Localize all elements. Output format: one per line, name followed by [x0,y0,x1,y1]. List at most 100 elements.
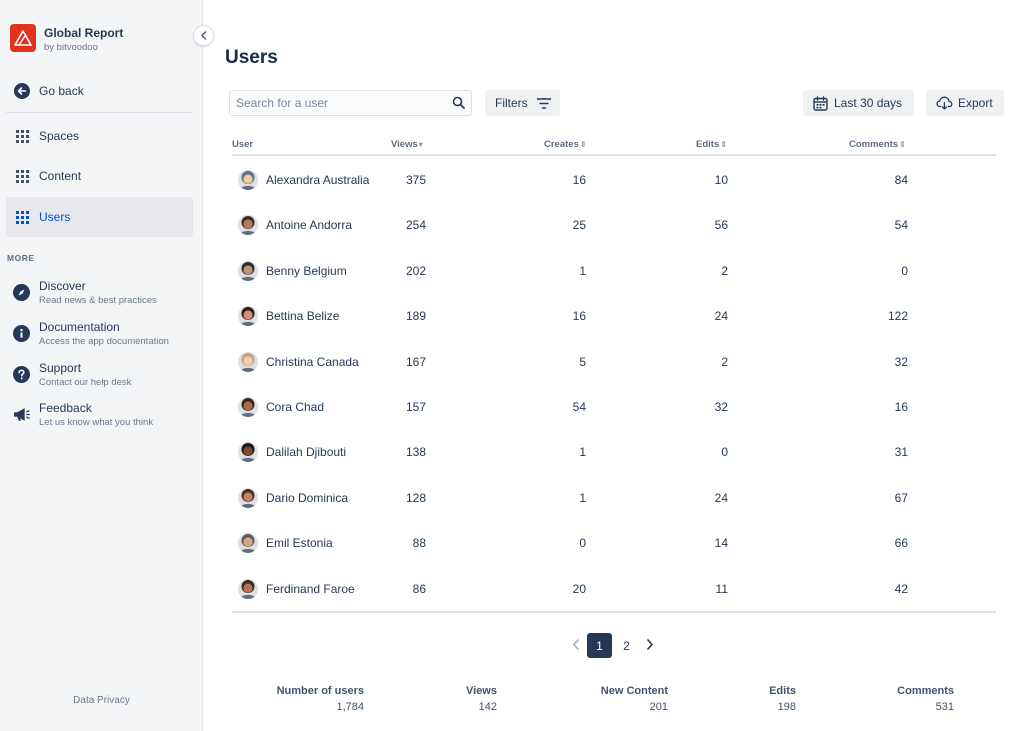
table-row[interactable]: Dalilah Djibouti 138 1 0 31 [232,429,996,474]
sidebar-item-documentation[interactable]: Documentation Access the app documentati… [12,320,169,347]
edits-cell: 14 [714,536,728,551]
user-name[interactable]: Christina Canada [266,354,359,369]
sidebar-item-support[interactable]: Support Contact our help desk [12,361,131,388]
user-name[interactable]: Dalilah Djibouti [266,445,347,460]
user-name[interactable]: Ferdinand Faroe [266,581,355,596]
summary-label: Views [466,685,497,697]
feedback-desc: Let us know what you think [39,417,154,428]
brand[interactable]: Global Report by bitvoodoo [10,24,123,53]
table-row[interactable]: Dario Dominica 128 1 24 67 [232,475,996,520]
table-row[interactable]: Christina Canada 167 5 2 32 [232,339,996,384]
discover-title: Discover [39,279,86,293]
column-header-user[interactable]: User [232,139,254,150]
sidebar: Global Report by bitvoodoo Go back Space… [0,0,203,731]
data-privacy-link[interactable]: Data Privacy [73,695,130,706]
edits-cell: 24 [714,490,728,505]
creates-cell: 54 [572,399,586,414]
table-header: User Views▾ Creates⇕ Edits⇕ Comments⇕ [232,139,996,156]
support-title: Support [39,361,82,375]
more-section-label: MORE [7,253,35,263]
calendar-icon [813,95,828,111]
megaphone-icon [12,405,30,423]
documentation-title: Documentation [39,320,120,334]
summary-views: Views 142 [466,685,497,713]
search-icon[interactable] [452,96,465,114]
date-range-button[interactable]: Last 30 days [803,90,914,116]
filter-lines-icon [536,97,551,109]
grid-icon [14,128,30,144]
avatar [238,442,258,463]
date-range-label: Last 30 days [834,96,903,110]
table-row[interactable]: Alexandra Australia 375 16 10 84 [232,157,996,202]
column-header-views[interactable]: Views▾ [391,139,423,150]
comments-cell: 0 [901,263,908,278]
summary-edits: Edits 198 [769,685,796,713]
sidebar-item-spaces[interactable]: Spaces [6,116,193,156]
sidebar-item-label: Spaces [39,129,80,143]
sidebar-item-users[interactable]: Users [6,197,193,237]
feedback-title: Feedback [39,401,92,415]
sidebar-item-label: Content [39,169,82,183]
table-row[interactable]: Bettina Belize 189 16 24 122 [232,293,996,338]
creates-cell: 16 [572,309,586,324]
user-name[interactable]: Bettina Belize [266,309,340,324]
table-row[interactable]: Ferdinand Faroe 86 20 11 42 [232,566,996,611]
views-cell: 254 [405,218,426,233]
global-report-logo [10,24,36,52]
previous-page-button[interactable] [566,633,586,658]
question-icon [12,365,30,383]
user-name[interactable]: Emil Estonia [266,536,333,551]
table-row[interactable]: Antoine Andorra 254 25 56 54 [232,202,996,247]
documentation-desc: Access the app documentation [39,336,169,347]
table-row[interactable]: Cora Chad 157 54 32 16 [232,384,996,429]
views-cell: 157 [405,399,426,414]
avatar [238,170,258,190]
search-input[interactable] [236,96,446,110]
user-name[interactable]: Dario Dominica [266,490,349,505]
search-box [229,90,472,116]
table-row[interactable]: Benny Belgium 202 1 2 0 [232,248,996,293]
table-bottom-border [232,611,996,613]
export-button[interactable]: Export [926,90,1004,116]
summary-value: 531 [935,701,954,713]
collapse-sidebar-button[interactable] [193,25,214,46]
compass-icon [12,283,30,301]
column-header-creates[interactable]: Creates⇕ [544,139,587,150]
user-name[interactable]: Benny Belgium [266,263,347,278]
sidebar-item-content[interactable]: Content [6,156,193,196]
brand-subtitle: by bitvoodoo [44,42,98,53]
page-1-button[interactable]: 1 [587,633,612,658]
creates-cell: 0 [579,536,586,551]
comments-cell: 66 [894,536,908,551]
sidebar-item-feedback[interactable]: Feedback Let us know what you think [12,401,153,428]
table-row[interactable]: Emil Estonia 88 0 14 66 [232,520,996,565]
comments-cell: 84 [894,173,908,187]
avatar [238,306,258,327]
grid-icon [14,209,30,225]
filters-label: Filters [495,96,528,110]
filters-button[interactable]: Filters [485,90,560,116]
views-cell: 375 [405,173,426,187]
page-2-button[interactable]: 2 [623,638,630,653]
edits-cell: 56 [714,218,728,233]
summary-label: New Content [600,685,668,697]
column-header-comments[interactable]: Comments⇕ [849,139,906,150]
user-name[interactable]: Cora Chad [266,399,325,414]
column-header-edits[interactable]: Edits⇕ [696,139,727,150]
sidebar-item-label: Users [39,210,71,224]
summary-number-of-users: Number of users 1,784 [277,685,364,713]
user-name[interactable]: Alexandra Australia [266,173,370,187]
summary-label: Comments [897,685,954,697]
comments-cell: 67 [894,490,908,505]
edits-cell: 2 [721,354,728,369]
user-name[interactable]: Antoine Andorra [266,218,353,233]
summary-label: Number of users [276,685,364,697]
brand-title: Global Report [44,26,124,40]
views-cell: 86 [412,581,426,596]
sidebar-item-discover[interactable]: Discover Read news & best practices [12,279,157,306]
discover-desc: Read news & best practices [39,295,157,306]
next-page-button[interactable] [640,633,660,658]
pagination: 1 2 [566,633,660,658]
go-back-link[interactable]: Go back [6,71,193,111]
views-cell: 202 [405,263,426,278]
